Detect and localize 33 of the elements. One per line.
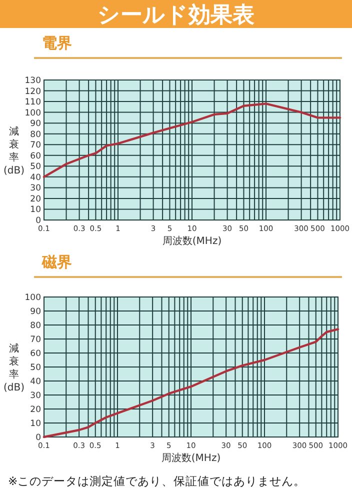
y-tick-label: 90 (30, 119, 41, 130)
chart-subtitle: 磁界 (41, 253, 72, 271)
x-axis-title: 周波数(MHz) (161, 452, 221, 464)
y-tick-label: 80 (30, 321, 41, 331)
y-tick-label: 90 (30, 307, 41, 317)
y-tick-label: 10 (30, 205, 41, 216)
y-tick-label: 30 (30, 391, 41, 401)
y-tick-label: 20 (30, 405, 41, 415)
y-tick-label: 0 (36, 433, 41, 443)
y-tick-label: 100 (24, 108, 41, 118)
y-tick-label: 50 (30, 363, 41, 373)
y-tick-label: 30 (30, 184, 41, 194)
y-tick-label: 50 (30, 162, 41, 172)
y-tick-label: 100 (24, 293, 41, 303)
y-tick-label: 0 (36, 216, 41, 226)
y-tick-label: 130 (24, 76, 41, 86)
y-tick-label: 120 (24, 86, 41, 97)
y-tick-label: 40 (30, 172, 41, 183)
chart-subtitle: 電界 (42, 34, 72, 52)
y-axis-title: 減衰率(dB) (3, 342, 25, 394)
y-tick-label: 60 (30, 349, 41, 359)
y-tick-label: 70 (30, 140, 41, 151)
y-tick-label: 10 (30, 419, 41, 429)
text: ※このデータは測定値であり、保証値ではありません。 (8, 474, 306, 488)
y-tick-label: 40 (30, 377, 41, 387)
y-tick-label: 70 (30, 335, 41, 345)
y-tick-label: 80 (30, 130, 41, 140)
y-tick-label: 60 (30, 151, 41, 162)
chart-title: シールド効果表 (98, 3, 254, 28)
x-axis-title: 周波数(MHz) (162, 235, 222, 247)
y-tick-label: 110 (24, 98, 41, 108)
y-axis-title: 減衰率(dB) (3, 126, 25, 176)
y-tick-label: 20 (30, 194, 41, 204)
